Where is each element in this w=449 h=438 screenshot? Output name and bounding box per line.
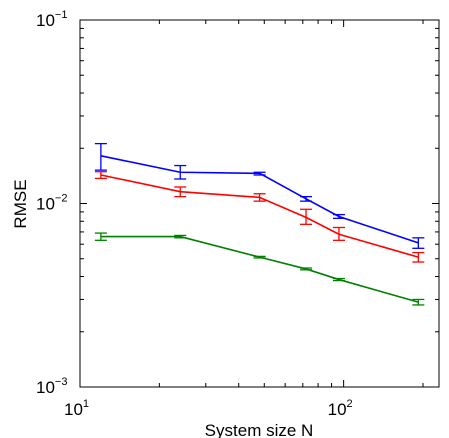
series-2 <box>94 171 425 263</box>
y-tick-label: 10−3 <box>36 376 67 397</box>
series-1 <box>94 142 425 249</box>
x-tick-label: 101 <box>64 398 89 419</box>
y-tick-label: 10−1 <box>36 9 67 30</box>
tick-labels: 101 102 10−3 10−2 10−1 <box>36 9 353 419</box>
series-line <box>100 235 419 303</box>
series-3 <box>94 232 425 306</box>
y-tick-label: 10−2 <box>36 193 67 214</box>
plot-background <box>80 20 439 387</box>
x-axis-label: System size N <box>205 421 314 438</box>
series-line <box>100 174 419 258</box>
x-tick-label: 102 <box>328 398 353 419</box>
y-axis-label: RMSE <box>11 179 30 228</box>
series-layer <box>94 142 425 306</box>
plot-frame <box>79 19 440 388</box>
series-line <box>100 154 419 244</box>
